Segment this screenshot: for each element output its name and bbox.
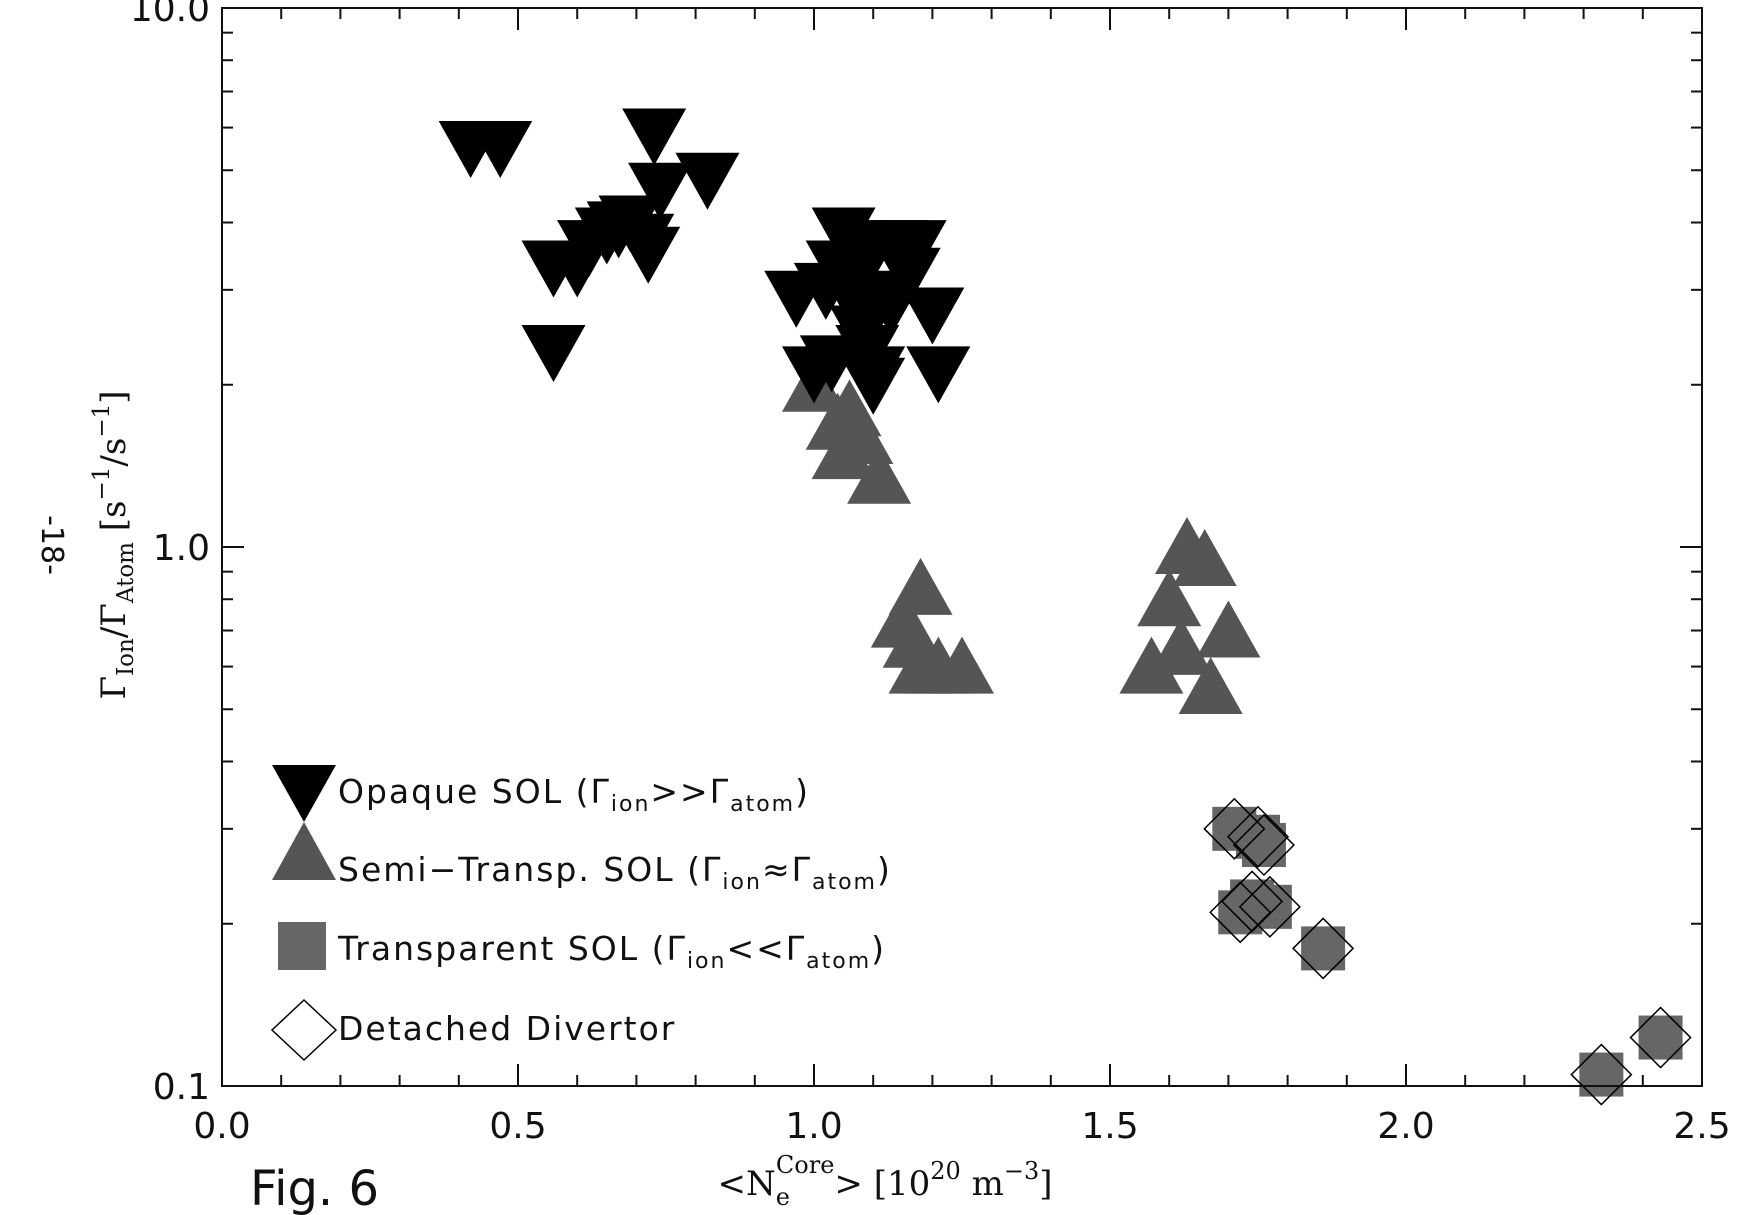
legend-marker-opaque <box>272 765 336 822</box>
data-points <box>438 108 1692 1106</box>
data-point <box>616 226 681 284</box>
data-point <box>847 446 912 504</box>
data-point <box>1119 636 1184 694</box>
data-point <box>882 220 947 278</box>
data-point <box>1209 881 1272 944</box>
data-point <box>628 162 693 220</box>
data-point <box>829 406 894 464</box>
y-tick-label: 10.0 <box>130 0 210 30</box>
series-diamond <box>1203 797 1692 1106</box>
data-point <box>1232 813 1295 877</box>
data-point <box>521 325 586 383</box>
data-point <box>841 346 906 404</box>
axis-tick-labels: 0.0 0.5 1.0 1.5 2.0 2.5 0.1 1.0 10.0 <box>130 0 1731 1147</box>
legend-marker-detached <box>270 998 338 1062</box>
x-tick-label: 1.5 <box>1081 1106 1138 1147</box>
data-point <box>1149 617 1214 675</box>
legend-entry-detached: Detached Divertor <box>338 1009 676 1048</box>
data-point <box>888 557 953 615</box>
page-number: -18- <box>34 515 69 575</box>
data-point <box>1629 1006 1692 1069</box>
data-point <box>1221 870 1284 933</box>
data-point <box>675 152 740 210</box>
data-point <box>1203 797 1266 860</box>
data-point <box>906 346 971 404</box>
x-tick-label: 0.5 <box>489 1106 546 1147</box>
legend: Opaque SOL (Γion>>Γatom) Semi−Transp. SO… <box>270 765 892 1062</box>
y-tick-label: 1.0 <box>153 528 210 569</box>
data-point <box>1226 805 1290 868</box>
data-point <box>1196 600 1261 658</box>
data-point <box>900 287 965 345</box>
legend-entry-semi-transp: Semi−Transp. SOL (Γion≈Γatom) <box>338 850 892 895</box>
data-point <box>468 120 533 178</box>
series-down-triangle <box>438 108 971 415</box>
x-tick-label: 2.5 <box>1673 1106 1730 1147</box>
data-point <box>1137 569 1202 627</box>
data-point <box>1292 917 1355 980</box>
x-axis-label: <NeCore> [1020 m−3] <box>717 1151 1052 1211</box>
data-point <box>1570 1043 1633 1106</box>
data-point <box>622 108 687 166</box>
series-up-triangle <box>782 354 1261 714</box>
axis-ticks <box>221 7 1703 1087</box>
x-tick-label: 1.0 <box>785 1106 842 1147</box>
legend-marker-semi-transp <box>272 822 336 880</box>
figure-label: Fig. 6 <box>250 1161 379 1215</box>
x-tick-label: 2.0 <box>1377 1106 1434 1147</box>
data-point <box>930 636 994 694</box>
y-tick-label: 0.1 <box>153 1067 210 1108</box>
legend-marker-transparent <box>278 922 326 970</box>
data-point <box>1172 529 1237 587</box>
data-point <box>1178 656 1243 714</box>
legend-entry-transparent: Transparent SOL (Γion<<Γatom) <box>337 929 886 974</box>
data-point <box>1238 875 1301 938</box>
data-point <box>876 247 941 305</box>
legend-entry-opaque: Opaque SOL (Γion>>Γatom) <box>338 772 810 817</box>
x-tick-label: 0.0 <box>193 1106 250 1147</box>
plot-frame <box>221 7 1703 1087</box>
y-axis-label: ΓIon/ΓAtom [s−1/s−1] <box>89 390 139 699</box>
